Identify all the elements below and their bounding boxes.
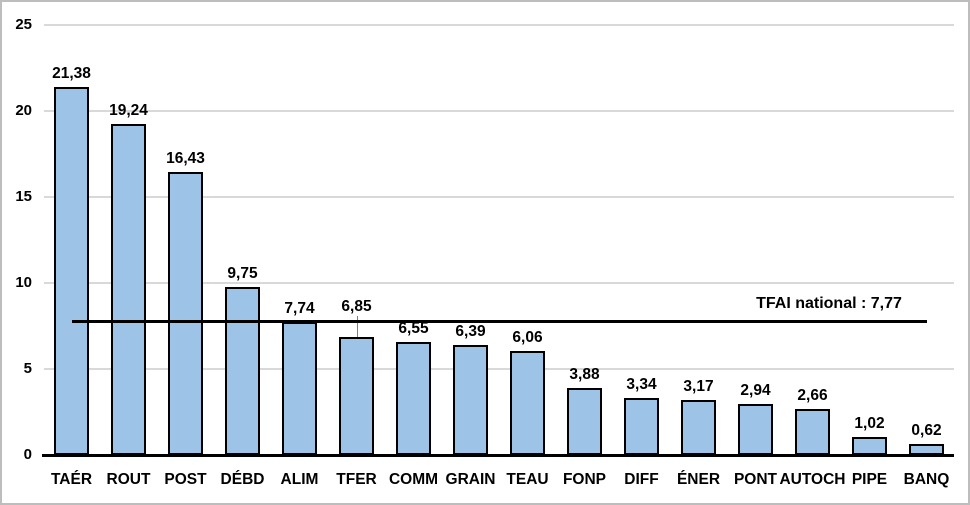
- y-axis-tick-label: 25: [15, 16, 32, 33]
- bar: [852, 437, 887, 455]
- bar: [282, 321, 317, 455]
- y-axis-tick-label: 5: [23, 360, 32, 377]
- bar: [111, 124, 146, 455]
- x-axis-category-label: TFER: [336, 471, 377, 488]
- x-axis-category-label: FONP: [562, 471, 607, 488]
- x-axis-category-label: BANQ: [903, 471, 950, 488]
- gridline: [44, 196, 954, 198]
- bar-value-label: 3,88: [569, 366, 600, 384]
- bar-value-label: 2,94: [740, 382, 771, 400]
- x-axis-line: [42, 453, 954, 457]
- x-axis-category-label: GRAIN: [445, 471, 496, 488]
- bar-value-label: 6,55: [398, 320, 429, 338]
- x-axis-category-label: TEAU: [506, 471, 549, 488]
- gridline: [44, 24, 954, 26]
- x-axis-category-label: PIPE: [851, 471, 888, 488]
- x-axis-category-label: ROUT: [106, 471, 151, 488]
- bar-value-label: 0,62: [911, 422, 942, 440]
- bar: [225, 287, 260, 455]
- label-leader-line: [356, 316, 358, 338]
- bar: [339, 337, 374, 455]
- x-axis-category-label: AUTOCH: [779, 471, 846, 488]
- bar: [567, 388, 602, 455]
- x-axis-category-label: TAÉR: [50, 471, 93, 488]
- bar-value-label: 7,74: [284, 299, 315, 317]
- bar-value-label: 9,75: [227, 265, 258, 283]
- gridline: [44, 282, 954, 284]
- x-axis-category-label: POST: [164, 471, 207, 488]
- reference-line-label: TFAI national : 7,77: [756, 295, 902, 313]
- bar-value-label: 1,02: [854, 415, 885, 433]
- bar-value-label: 3,17: [683, 378, 714, 396]
- bar-value-label: 16,43: [166, 150, 205, 168]
- bar-value-label: 3,34: [626, 375, 657, 393]
- y-axis-tick-label: 10: [15, 274, 32, 291]
- y-axis-tick-label: 20: [15, 102, 32, 119]
- bar: [168, 172, 203, 455]
- bar-value-label: 19,24: [109, 102, 148, 120]
- bar-value-label: 21,38: [52, 65, 91, 83]
- x-axis-category-label: COMM: [388, 471, 439, 488]
- bar: [681, 400, 716, 455]
- bar: [396, 342, 431, 455]
- bar-value-label: 6,39: [455, 323, 486, 341]
- x-axis-category-label: ALIM: [280, 471, 319, 488]
- x-axis-category-label: ÉNER: [676, 471, 721, 488]
- bar-value-label: 6,06: [512, 328, 543, 346]
- x-axis-category-label: DIFF: [624, 471, 659, 488]
- bar: [453, 345, 488, 455]
- bar: [54, 87, 89, 455]
- x-axis-category-label: PONT: [733, 471, 778, 488]
- bar: [624, 397, 659, 455]
- gridline: [44, 368, 954, 370]
- reference-line: [71, 319, 927, 323]
- y-axis-tick-label: 0: [23, 446, 32, 463]
- gridline: [44, 110, 954, 112]
- bar-value-label: 2,66: [797, 387, 828, 405]
- bar-value-label: 6,85: [341, 298, 372, 316]
- x-axis-category-label: DÉBD: [220, 471, 265, 488]
- bar: [738, 404, 773, 455]
- y-axis-tick-label: 15: [15, 188, 32, 205]
